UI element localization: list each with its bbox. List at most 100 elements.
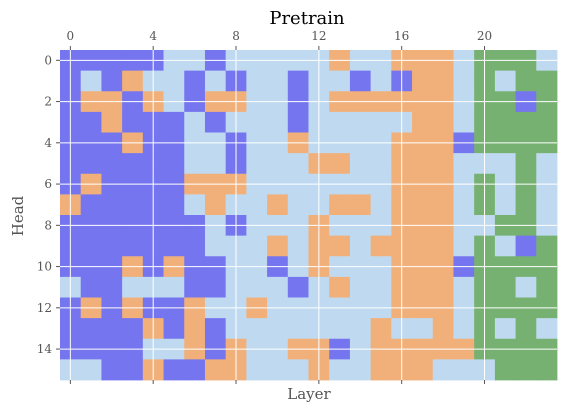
heatmap-cell — [494, 153, 516, 175]
heatmap-cell — [80, 235, 102, 257]
heatmap-cell — [267, 276, 289, 298]
heatmap-cell — [287, 318, 309, 340]
heatmap-cell — [267, 153, 289, 175]
heatmap-cell — [101, 276, 123, 298]
heatmap-cell — [80, 359, 102, 381]
heatmap-cell — [412, 359, 434, 381]
x-tick-label: 0 — [67, 29, 75, 43]
y-tick-label: 14 — [37, 342, 53, 356]
heatmap-cell — [349, 318, 372, 340]
heatmap-cell — [453, 359, 475, 381]
heatmap-cell — [80, 194, 102, 216]
heatmap-cell — [163, 153, 185, 175]
heatmap-cell — [494, 111, 516, 133]
heatmap-cell — [101, 153, 123, 175]
heatmap-cell — [349, 235, 372, 257]
heatmap-cell — [515, 276, 537, 298]
heatmap-cell — [204, 111, 227, 133]
heatmap-cell — [370, 276, 392, 298]
heatmap-cell — [432, 153, 454, 175]
heatmap-cell — [515, 194, 537, 216]
heatmap-cell — [287, 153, 309, 175]
heatmap-cell — [287, 276, 309, 298]
heatmap-cell — [122, 276, 144, 298]
heatmap-cell — [515, 235, 537, 257]
heatmap-cell — [370, 318, 392, 340]
heatmap-cell — [536, 153, 558, 175]
x-tick-label: 8 — [232, 29, 240, 43]
heatmap-cell — [515, 318, 537, 340]
heatmap-cell — [246, 276, 268, 298]
heatmap-cell — [349, 111, 372, 133]
heatmap-cell — [370, 70, 392, 92]
heatmap-cell — [246, 70, 268, 92]
y-axis-ticks: 0 2 4 6 8 10 12 14 — [37, 53, 60, 356]
heatmap-cell — [349, 194, 372, 216]
heatmap-cell — [80, 276, 102, 298]
heatmap-cell — [163, 111, 185, 133]
y-tick-label: 10 — [37, 260, 52, 274]
heatmap-cell — [329, 153, 351, 175]
heatmap-cell — [246, 111, 268, 133]
heatmap-cell — [163, 235, 185, 257]
heatmap-cell — [432, 276, 454, 298]
heatmap-cell — [515, 359, 537, 381]
heatmap-cell — [163, 318, 185, 340]
heatmap-cell — [432, 194, 454, 216]
heatmap-cell — [163, 359, 185, 381]
heatmap-cell — [494, 359, 516, 381]
heatmap-cell — [80, 318, 102, 340]
heatmap-cell — [101, 359, 123, 381]
chart-title: Pretrain — [269, 8, 345, 29]
heatmap-cell — [515, 70, 537, 92]
y-tick-label: 4 — [44, 136, 52, 150]
heatmap-cell — [287, 70, 309, 92]
heatmap-cell — [412, 111, 434, 133]
heatmap-cell — [453, 153, 475, 175]
heatmap-cell — [412, 153, 434, 175]
heatmap-cell — [122, 194, 144, 216]
heatmap-cell — [80, 70, 102, 92]
heatmap-cell — [432, 359, 454, 381]
x-tick-label: 16 — [394, 29, 409, 43]
heatmap-cell — [432, 70, 454, 92]
heatmap-cell — [329, 235, 351, 257]
heatmap-cell — [494, 235, 516, 257]
y-axis-label: Head — [9, 195, 27, 236]
x-tick-label: 12 — [311, 29, 326, 43]
heatmap-cell — [329, 318, 351, 340]
heatmap-cell — [163, 276, 185, 298]
heatmap-cell — [432, 111, 454, 133]
heatmap-cell — [246, 318, 268, 340]
heatmap-cell — [246, 194, 268, 216]
heatmap-cell — [453, 194, 475, 216]
heatmap-cell — [122, 153, 144, 175]
heatmap-cell — [101, 70, 123, 92]
heatmap-cell — [494, 318, 516, 340]
heatmap-cell — [287, 359, 309, 381]
heatmap-cell — [287, 111, 309, 133]
heatmap-cell — [370, 194, 392, 216]
heatmap-cell — [494, 70, 516, 92]
heatmap-cell — [204, 235, 227, 257]
heatmap-cell — [453, 276, 475, 298]
heatmap-cell — [349, 153, 372, 175]
heatmap-cell — [494, 276, 516, 298]
heatmap-cell — [101, 111, 123, 133]
heatmap-cell — [122, 359, 144, 381]
heatmap-cell — [370, 111, 392, 133]
heatmap-cells — [60, 50, 558, 381]
heatmap-cell — [184, 235, 206, 257]
heatmap-cell — [101, 194, 123, 216]
heatmap-cell — [412, 318, 434, 340]
heatmap-cell — [494, 194, 516, 216]
x-axis-ticks: 0 4 8 12 16 20 — [67, 29, 492, 384]
heatmap-cell — [204, 359, 227, 381]
heatmap-cell — [329, 276, 351, 298]
heatmap-cell — [412, 235, 434, 257]
heatmap-cell — [515, 153, 537, 175]
heatmap-cell — [349, 359, 372, 381]
y-tick-label: 12 — [37, 301, 52, 315]
heatmap-cell — [329, 359, 351, 381]
